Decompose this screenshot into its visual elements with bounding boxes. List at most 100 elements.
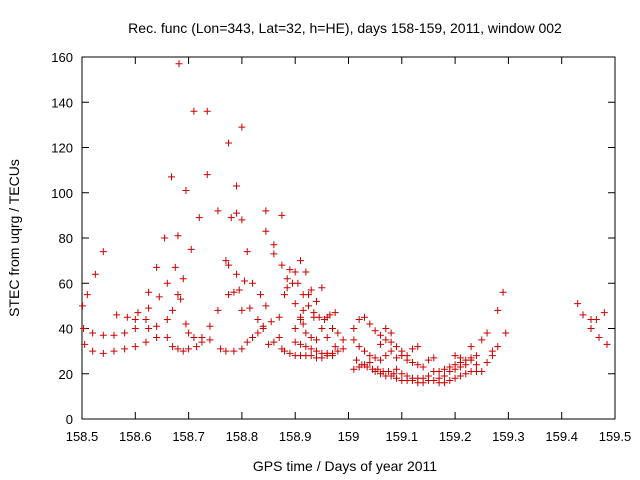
data-point bbox=[155, 293, 163, 301]
data-point bbox=[179, 275, 187, 283]
y-tick-label: 100 bbox=[51, 186, 73, 201]
y-tick-label: 20 bbox=[59, 367, 73, 382]
data-point bbox=[352, 356, 360, 364]
data-point bbox=[249, 334, 257, 342]
data-point bbox=[238, 306, 246, 314]
x-tick-label: 159.2 bbox=[439, 429, 472, 444]
data-point bbox=[286, 266, 294, 274]
data-point bbox=[262, 207, 270, 215]
data-point bbox=[376, 331, 384, 339]
data-point bbox=[595, 334, 603, 342]
data-point bbox=[323, 313, 331, 321]
data-point bbox=[408, 345, 416, 353]
data-point bbox=[163, 279, 171, 287]
data-point bbox=[110, 347, 118, 355]
data-point bbox=[440, 379, 448, 387]
data-point bbox=[307, 352, 315, 360]
data-point bbox=[153, 322, 161, 330]
y-tick-label: 40 bbox=[59, 322, 73, 337]
data-point bbox=[334, 347, 342, 355]
data-point bbox=[89, 347, 97, 355]
data-point bbox=[233, 182, 241, 190]
data-point bbox=[79, 302, 87, 310]
data-point bbox=[424, 356, 432, 364]
data-point bbox=[360, 361, 368, 369]
data-point bbox=[430, 354, 438, 362]
data-point bbox=[462, 370, 470, 378]
data-point bbox=[446, 367, 454, 375]
data-point bbox=[435, 374, 443, 382]
data-point bbox=[366, 320, 374, 328]
x-tick-label: 158.6 bbox=[119, 429, 152, 444]
chart-title: Rec. func (Lon=343, Lat=32, h=HE), days … bbox=[128, 20, 562, 36]
data-point bbox=[254, 315, 262, 323]
data-point bbox=[483, 358, 491, 366]
data-point bbox=[307, 345, 315, 353]
data-point bbox=[203, 171, 211, 179]
data-point bbox=[222, 347, 230, 355]
data-point bbox=[360, 347, 368, 355]
y-tick-label: 0 bbox=[66, 412, 73, 427]
data-point bbox=[392, 343, 400, 351]
data-point bbox=[99, 248, 107, 256]
data-point bbox=[494, 343, 502, 351]
data-point bbox=[174, 291, 182, 299]
data-point bbox=[392, 365, 400, 373]
data-point bbox=[339, 345, 347, 353]
x-axis-label: GPS time / Days of year 2011 bbox=[253, 458, 437, 474]
data-point bbox=[467, 343, 475, 351]
data-point bbox=[451, 365, 459, 373]
data-point bbox=[227, 214, 235, 222]
data-point bbox=[123, 313, 131, 321]
data-point bbox=[299, 320, 307, 328]
data-point bbox=[499, 288, 507, 296]
data-point bbox=[81, 340, 89, 348]
data-point bbox=[203, 107, 211, 115]
data-point bbox=[161, 234, 169, 242]
data-point bbox=[163, 334, 171, 342]
data-point bbox=[414, 361, 422, 369]
data-point bbox=[371, 354, 379, 362]
data-point bbox=[587, 325, 595, 332]
data-point bbox=[235, 286, 243, 294]
data-point bbox=[419, 379, 427, 387]
data-point bbox=[600, 309, 608, 317]
data-point bbox=[142, 315, 150, 323]
data-point bbox=[478, 367, 486, 375]
data-point bbox=[89, 329, 97, 337]
data-point bbox=[171, 263, 179, 271]
data-point bbox=[334, 329, 342, 337]
data-point bbox=[403, 356, 411, 364]
data-point bbox=[243, 248, 251, 256]
data-point bbox=[153, 334, 161, 342]
data-point bbox=[419, 363, 427, 371]
data-point bbox=[376, 340, 384, 348]
data-point bbox=[206, 336, 214, 344]
data-point bbox=[488, 352, 496, 360]
data-point bbox=[233, 270, 241, 278]
data-point bbox=[121, 345, 129, 353]
data-point bbox=[110, 331, 118, 339]
data-point bbox=[270, 338, 278, 346]
data-point bbox=[302, 268, 310, 276]
data-point bbox=[579, 311, 587, 319]
x-tick-label: 159.1 bbox=[386, 429, 419, 444]
data-point bbox=[286, 349, 294, 357]
data-point bbox=[329, 325, 337, 332]
data-point bbox=[366, 352, 374, 360]
data-point bbox=[190, 334, 198, 342]
data-point bbox=[305, 302, 313, 310]
x-tick-label: 159.4 bbox=[545, 429, 578, 444]
data-point bbox=[217, 345, 225, 353]
data-point bbox=[456, 372, 464, 380]
data-point bbox=[134, 309, 142, 317]
data-point bbox=[430, 377, 438, 385]
data-point bbox=[371, 367, 379, 375]
data-point bbox=[262, 302, 270, 310]
data-point bbox=[408, 358, 416, 366]
data-point bbox=[360, 313, 368, 321]
y-axis-ticks: 0 20 40 60 80 100 120 140 160 bbox=[51, 50, 615, 427]
data-point bbox=[241, 277, 249, 285]
data-point bbox=[291, 338, 299, 346]
